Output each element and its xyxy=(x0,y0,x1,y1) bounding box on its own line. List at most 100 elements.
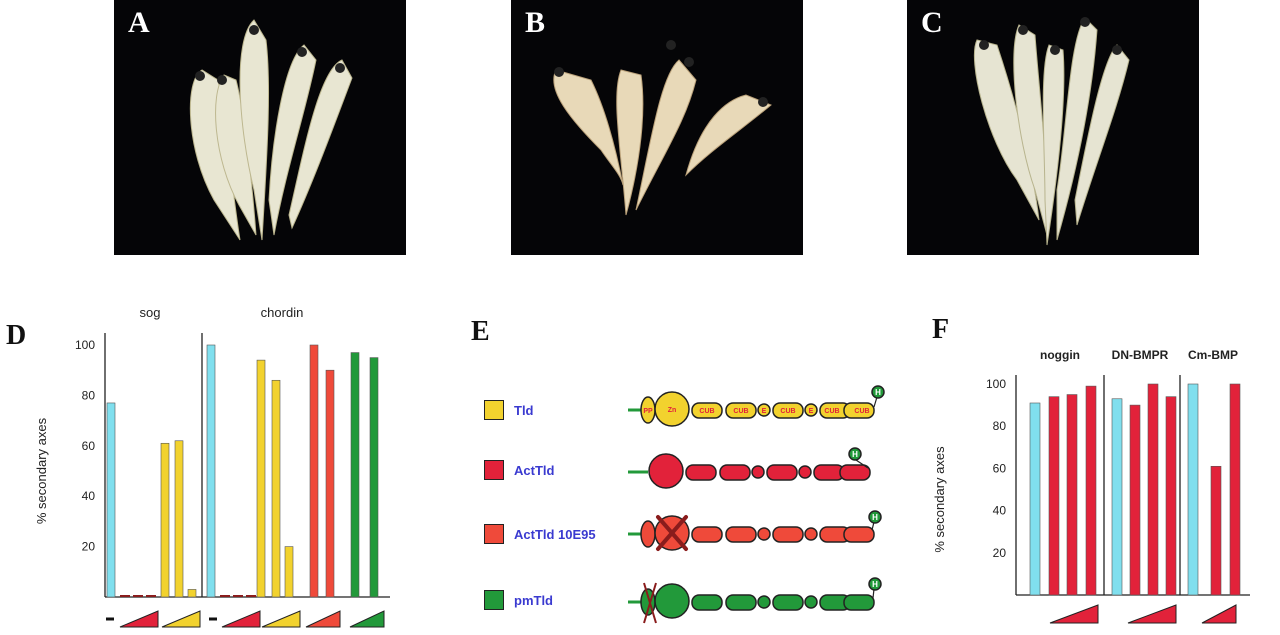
label-zn: Zn xyxy=(668,407,677,414)
panel-label-e: E xyxy=(471,316,490,347)
bar-noggin-0 xyxy=(1029,402,1041,596)
panel-label-d: D xyxy=(6,320,27,351)
label-cub-2: CUB xyxy=(733,408,748,415)
y-tick-label: 80 xyxy=(993,419,1007,433)
label-cub-3: CUB xyxy=(780,408,795,415)
group-label-chordin: chordin xyxy=(261,305,304,320)
x-symbol-ramp-cm-bmp xyxy=(1201,604,1237,624)
legend-item-acttld-10e95: ActTld 10E95 xyxy=(484,522,596,546)
group-label-1: DN-BMPR xyxy=(1112,348,1169,362)
his-tag-tld xyxy=(871,385,885,399)
panel-e-legend: Tld ActTld ActTld 10E95 pmTld xyxy=(484,395,644,625)
x-symbol-ramp-noggin xyxy=(1049,604,1099,624)
label-cub-1: CUB xyxy=(699,408,714,415)
y-tick-label: 60 xyxy=(82,439,96,453)
legend-item-acttld: ActTld xyxy=(484,458,554,482)
y-tick-label: 100 xyxy=(986,377,1006,391)
embryo-photo-a xyxy=(189,19,353,241)
bar-chordin-9 xyxy=(233,595,243,597)
bar-chordin-11 xyxy=(256,359,266,598)
his-tag-acttld-10e95 xyxy=(868,510,882,524)
bar-chordin-8 xyxy=(220,595,230,597)
label-his-tld: H xyxy=(875,388,881,397)
legend-swatch-acttld-10e95 xyxy=(484,524,504,544)
y-axis-label: % secondary axes xyxy=(932,446,947,553)
bar-Cm-BMP-9 xyxy=(1210,465,1222,596)
bar-chordin-17 xyxy=(369,357,379,598)
construct-pmtld xyxy=(628,577,882,619)
label-egf-1: E xyxy=(762,408,767,415)
y-tick-label: 40 xyxy=(82,489,96,503)
bar-chordin-7 xyxy=(206,344,216,598)
bar-DN-BMPR-7 xyxy=(1165,396,1177,596)
y-tick-label: 60 xyxy=(993,461,1007,475)
legend-swatch-tld xyxy=(484,400,504,420)
y-axis-label: % secondary axes xyxy=(34,417,49,524)
legend-label-acttld-10e95: ActTld 10E95 xyxy=(514,526,596,542)
bar-sog-1 xyxy=(120,595,130,597)
group-label-sog: sog xyxy=(140,305,161,320)
domain-zn-pmtld xyxy=(654,583,690,619)
x-symbol-ramp-red-sog xyxy=(119,610,159,628)
embryo-photo-b xyxy=(553,40,772,216)
bar-chordin-13 xyxy=(284,546,294,598)
y-tick-label: 20 xyxy=(993,546,1007,560)
label-his-pmtld: H xyxy=(872,580,878,589)
bar-noggin-3 xyxy=(1085,385,1097,596)
photo-panel-a: A xyxy=(114,0,406,255)
x-symbol-ramp-yellow-sog xyxy=(161,610,201,628)
bar-Cm-BMP-10 xyxy=(1229,383,1241,596)
construct-tld xyxy=(628,385,885,427)
x-symbol-ramp-red-chordin xyxy=(221,610,261,628)
panel-label-b: B xyxy=(525,6,546,39)
bar-Cm-BMP-8 xyxy=(1187,383,1199,596)
y-tick-label: 80 xyxy=(82,388,96,402)
y-tick-label: 40 xyxy=(993,504,1007,518)
bar-sog-0 xyxy=(106,402,116,598)
protein-domain-diagram: PP Zn CUB CUB E CUB E CUB CUB H H xyxy=(628,385,885,624)
construct-acttld-10e95 xyxy=(628,510,882,551)
construct-acttld xyxy=(628,447,871,489)
label-his-acttld: H xyxy=(852,450,858,459)
legend-item-pmtld: pmTld xyxy=(484,588,553,612)
group-label-0: noggin xyxy=(1040,348,1080,362)
bar-chordin-12 xyxy=(271,379,281,598)
bar-sog-5 xyxy=(174,440,184,598)
panel-d-bar-chart: 20 40 60 80 100 % secondary axes sog chordin xyxy=(34,305,390,628)
mutation-slash-icon xyxy=(643,582,657,624)
bar-noggin-1 xyxy=(1048,396,1060,596)
y-tick-label: 20 xyxy=(82,540,96,554)
label-cub-5: CUB xyxy=(854,408,869,415)
x-symbol-ramp-yellow-chordin xyxy=(261,610,301,628)
bar-noggin-2 xyxy=(1066,394,1078,596)
mutation-cross-icon xyxy=(656,515,688,551)
label-cub-4: CUB xyxy=(824,408,839,415)
y-tick-label: 100 xyxy=(75,338,95,352)
bar-sog-2 xyxy=(133,595,143,597)
bar-chordin-14 xyxy=(309,344,319,598)
bar-DN-BMPR-5 xyxy=(1129,404,1141,596)
bar-DN-BMPR-6 xyxy=(1147,383,1159,596)
group-label-2: Cm-BMP xyxy=(1188,348,1238,362)
x-symbol-ramp-green-chordin xyxy=(349,610,385,628)
bar-chordin-10 xyxy=(246,595,256,597)
bar-sog-4 xyxy=(160,442,170,598)
his-tag-acttld xyxy=(848,447,862,461)
embryo-photo-c xyxy=(973,17,1130,246)
domain-zn-acttld xyxy=(648,453,684,489)
legend-swatch-pmtld xyxy=(484,590,504,610)
label-egf-2: E xyxy=(809,408,814,415)
bar-sog-3 xyxy=(146,595,156,597)
bar-sog-6 xyxy=(187,589,197,598)
label-his-acttld-10e95: H xyxy=(872,513,878,522)
x-symbol-ramp-dn-bmpr xyxy=(1127,604,1177,624)
legend-swatch-acttld xyxy=(484,460,504,480)
photo-panel-c: C xyxy=(907,0,1199,255)
label-pp: PP xyxy=(643,408,653,415)
legend-label-acttld: ActTld xyxy=(514,462,555,478)
x-symbol-ramp-orange-chordin xyxy=(305,610,341,628)
legend-label-pmtld: pmTld xyxy=(514,592,553,608)
panel-f-bar-chart: 20 40 60 80 100 % secondary axes noggin DN-BMPR… xyxy=(932,348,1250,624)
photo-panel-b: B xyxy=(511,0,803,255)
panel-label-a: A xyxy=(128,6,150,39)
